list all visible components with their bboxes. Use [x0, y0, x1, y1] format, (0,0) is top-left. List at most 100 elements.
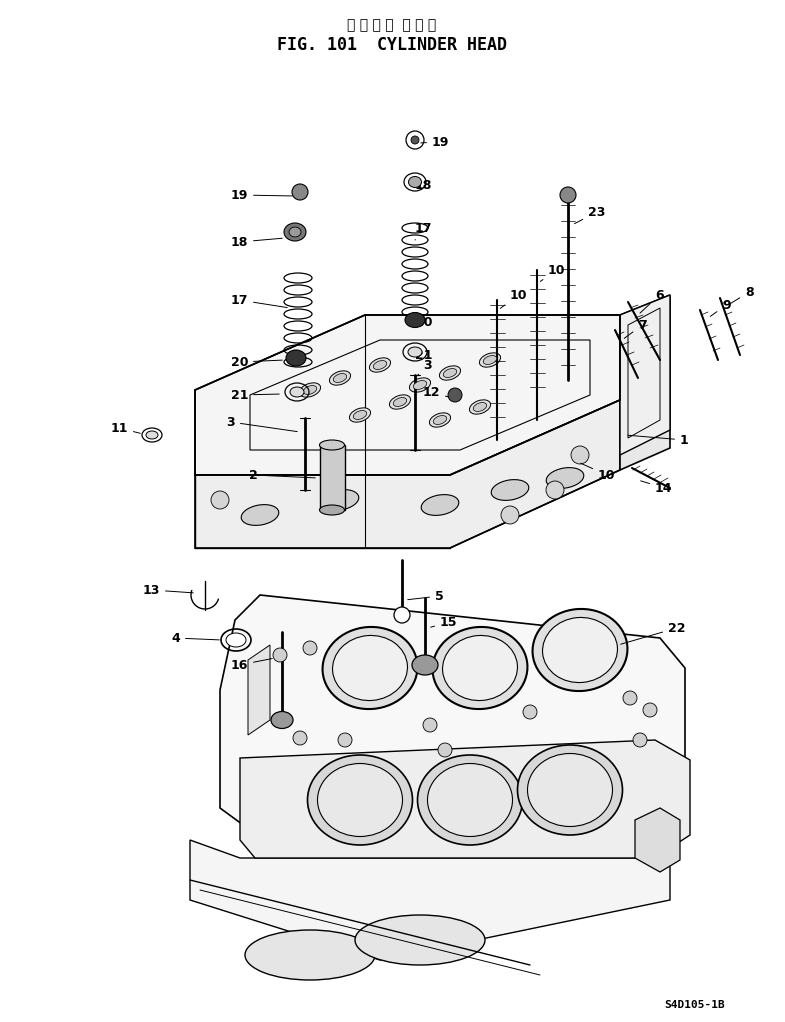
Text: 21: 21: [231, 388, 279, 402]
Text: 10: 10: [500, 288, 528, 309]
Ellipse shape: [299, 383, 320, 398]
Polygon shape: [320, 445, 345, 510]
Ellipse shape: [319, 505, 345, 515]
Ellipse shape: [319, 440, 345, 450]
Text: シ リ ン ダ  ヘ ッ ド: シ リ ン ダ ヘ ッ ド: [348, 18, 436, 32]
Polygon shape: [195, 400, 620, 548]
Circle shape: [633, 733, 647, 747]
Polygon shape: [220, 595, 685, 830]
Text: 20: 20: [231, 356, 283, 369]
Circle shape: [273, 713, 287, 727]
Text: 19: 19: [421, 136, 449, 148]
Circle shape: [571, 446, 589, 464]
Circle shape: [523, 705, 537, 719]
Text: S4D105-1B: S4D105-1B: [665, 1000, 725, 1010]
Ellipse shape: [440, 366, 461, 380]
Text: 2: 2: [250, 468, 316, 481]
Ellipse shape: [303, 385, 316, 394]
Ellipse shape: [413, 380, 427, 389]
Text: 1: 1: [628, 433, 688, 447]
Polygon shape: [190, 840, 670, 960]
Circle shape: [423, 718, 437, 732]
Ellipse shape: [353, 411, 367, 419]
Text: 6: 6: [640, 288, 663, 313]
Text: 23: 23: [575, 205, 605, 224]
Ellipse shape: [433, 626, 528, 709]
Ellipse shape: [245, 930, 375, 980]
Ellipse shape: [389, 394, 411, 409]
Ellipse shape: [334, 374, 347, 382]
Circle shape: [448, 388, 462, 402]
Ellipse shape: [469, 400, 491, 414]
Ellipse shape: [422, 495, 458, 515]
Ellipse shape: [517, 745, 623, 835]
Text: 10: 10: [540, 264, 565, 281]
Ellipse shape: [444, 369, 457, 377]
Text: 13: 13: [143, 584, 193, 597]
Polygon shape: [195, 315, 620, 475]
Text: 9: 9: [710, 298, 731, 317]
Ellipse shape: [443, 636, 517, 700]
Polygon shape: [635, 808, 680, 872]
Ellipse shape: [546, 468, 584, 489]
Ellipse shape: [484, 356, 497, 365]
Ellipse shape: [286, 350, 306, 366]
Text: 20: 20: [414, 316, 432, 328]
Ellipse shape: [473, 403, 487, 412]
Text: 11: 11: [111, 421, 141, 434]
Circle shape: [411, 136, 419, 144]
Ellipse shape: [491, 479, 529, 501]
Ellipse shape: [146, 431, 158, 439]
Ellipse shape: [374, 361, 387, 370]
Ellipse shape: [480, 353, 501, 367]
Ellipse shape: [289, 227, 301, 237]
Ellipse shape: [226, 633, 246, 647]
Text: 14: 14: [641, 480, 673, 495]
Text: 7: 7: [624, 319, 647, 338]
Circle shape: [303, 641, 317, 655]
Ellipse shape: [321, 490, 359, 510]
Ellipse shape: [532, 609, 627, 691]
Ellipse shape: [323, 626, 418, 709]
Ellipse shape: [412, 655, 438, 675]
Text: 12: 12: [422, 385, 449, 399]
Ellipse shape: [528, 753, 612, 827]
Text: 3: 3: [226, 416, 298, 431]
Circle shape: [293, 731, 307, 745]
Text: 18: 18: [414, 179, 432, 191]
Polygon shape: [620, 295, 670, 455]
Circle shape: [623, 691, 637, 705]
Polygon shape: [620, 295, 670, 470]
Circle shape: [560, 187, 576, 203]
Circle shape: [501, 506, 519, 524]
Circle shape: [292, 184, 308, 200]
Text: 15: 15: [431, 615, 458, 629]
Circle shape: [394, 607, 410, 623]
Ellipse shape: [333, 636, 407, 700]
Text: 17: 17: [414, 222, 432, 240]
Ellipse shape: [405, 313, 425, 327]
Ellipse shape: [408, 347, 422, 357]
Circle shape: [338, 733, 352, 747]
Ellipse shape: [410, 378, 431, 392]
Ellipse shape: [241, 505, 279, 525]
Ellipse shape: [355, 915, 485, 965]
Ellipse shape: [542, 617, 618, 683]
Ellipse shape: [349, 408, 371, 422]
Circle shape: [643, 703, 657, 717]
Ellipse shape: [308, 755, 412, 845]
Ellipse shape: [284, 223, 306, 241]
Circle shape: [438, 743, 452, 757]
Ellipse shape: [271, 711, 293, 729]
Circle shape: [211, 491, 229, 509]
Ellipse shape: [433, 416, 447, 424]
Circle shape: [546, 481, 564, 499]
Text: 8: 8: [730, 285, 754, 304]
Text: 19: 19: [231, 188, 292, 201]
Text: 17: 17: [231, 293, 287, 308]
Ellipse shape: [330, 371, 351, 385]
Text: 21: 21: [414, 349, 432, 362]
Text: 16: 16: [231, 658, 272, 671]
Ellipse shape: [408, 177, 422, 187]
Ellipse shape: [418, 755, 523, 845]
